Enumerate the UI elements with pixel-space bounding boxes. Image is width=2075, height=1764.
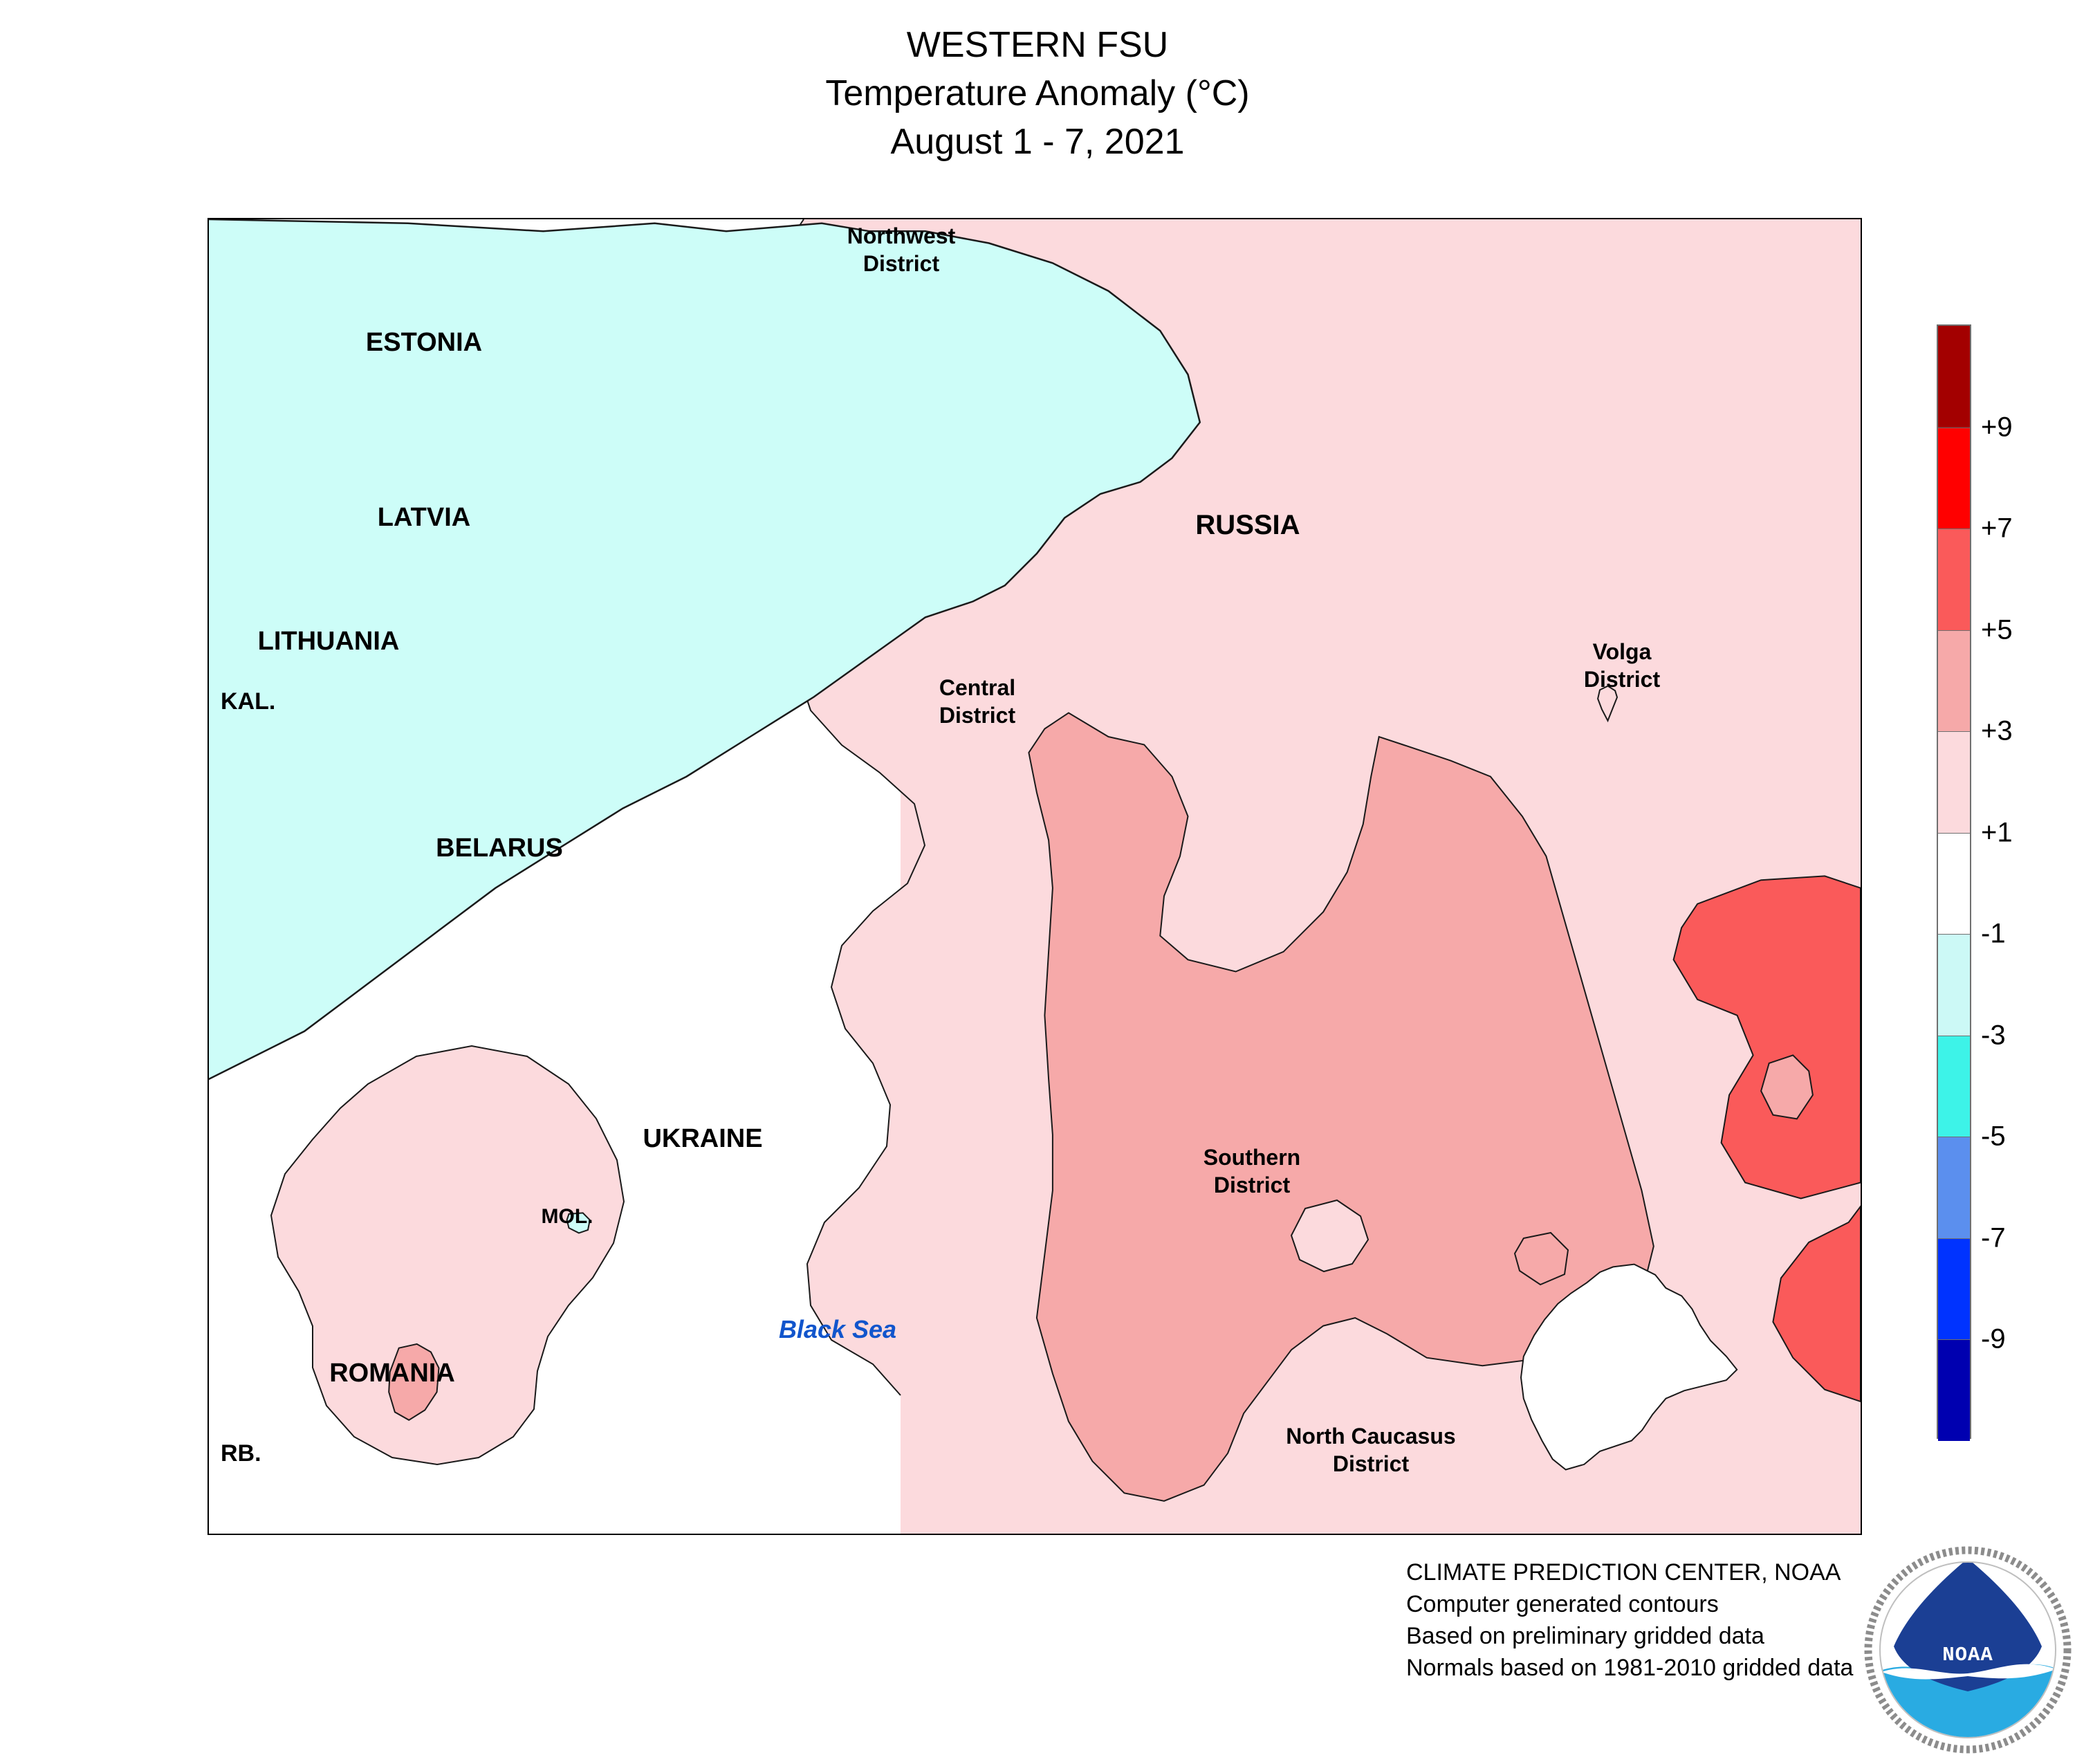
svg-text:District: District bbox=[863, 251, 940, 276]
svg-text:BELARUS: BELARUS bbox=[436, 834, 563, 863]
svg-text:Central: Central bbox=[939, 675, 1015, 700]
svg-text:Northwest: Northwest bbox=[847, 223, 956, 248]
svg-text:RUSSIA: RUSSIA bbox=[1195, 510, 1300, 540]
svg-text:District: District bbox=[939, 703, 1016, 728]
svg-text:District: District bbox=[1584, 667, 1661, 692]
svg-text:RB.: RB. bbox=[221, 1440, 261, 1467]
svg-text:LITHUANIA: LITHUANIA bbox=[258, 627, 400, 656]
svg-text:Volga: Volga bbox=[1593, 639, 1652, 664]
svg-text:ROMANIA: ROMANIA bbox=[329, 1359, 455, 1388]
svg-text:MOL.: MOL. bbox=[542, 1205, 593, 1228]
svg-text:Black Sea: Black Sea bbox=[779, 1315, 896, 1343]
svg-text:District: District bbox=[1214, 1173, 1291, 1197]
svg-text:KAL.: KAL. bbox=[221, 688, 275, 715]
svg-text:LATVIA: LATVIA bbox=[378, 503, 470, 532]
svg-text:UKRAINE: UKRAINE bbox=[643, 1124, 762, 1153]
svg-text:North Caucasus: North Caucasus bbox=[1286, 1424, 1455, 1449]
svg-text:NOAA: NOAA bbox=[1942, 1644, 1993, 1666]
svg-text:District: District bbox=[1333, 1451, 1410, 1476]
svg-text:Southern: Southern bbox=[1204, 1145, 1300, 1170]
svg-text:ESTONIA: ESTONIA bbox=[366, 328, 482, 357]
